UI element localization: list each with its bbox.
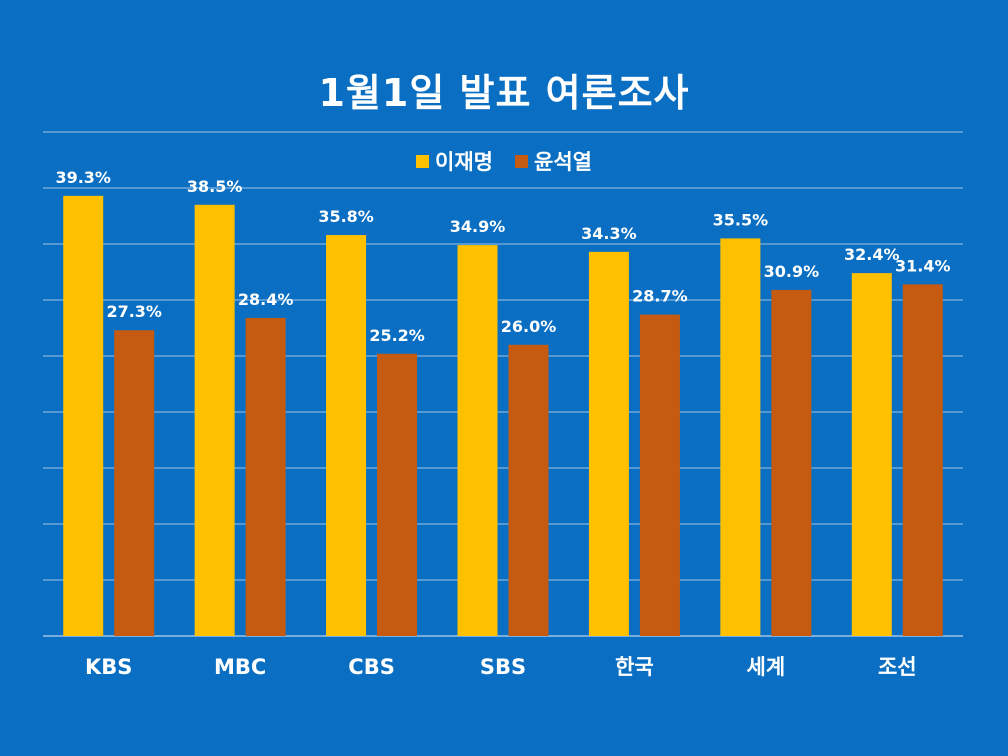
x-tick-label-6: 조선 xyxy=(878,655,917,679)
bar-lee-1 xyxy=(195,205,235,636)
x-tick-label-5: 세계 xyxy=(747,655,786,679)
bar-yoon-6 xyxy=(903,284,943,636)
data-label-yoon-0: 27.3% xyxy=(106,302,162,321)
bar-lee-5 xyxy=(720,238,760,636)
bar-lee-0 xyxy=(63,196,103,636)
data-label-lee-3: 34.9% xyxy=(450,217,506,236)
bar-yoon-5 xyxy=(771,290,811,636)
data-label-yoon-6: 31.4% xyxy=(895,256,951,275)
bar-lee-3 xyxy=(458,245,498,636)
bar-yoon-2 xyxy=(377,354,417,636)
bar-lee-2 xyxy=(326,235,366,636)
bar-yoon-0 xyxy=(114,330,154,636)
x-tick-label-4: 한국 xyxy=(615,655,654,679)
data-label-yoon-4: 28.7% xyxy=(632,287,688,306)
bar-yoon-4 xyxy=(640,315,680,636)
x-tick-label-2: CBS xyxy=(348,655,395,679)
bar-lee-4 xyxy=(589,252,629,636)
bar-chart-plot: 39.3% 27.3% KBS 38.5% 28.4% MBC 35.8% 25.2% CBS 3… xyxy=(0,0,1008,756)
x-tick-label-1: MBC xyxy=(214,655,266,679)
data-label-yoon-3: 26.0% xyxy=(501,317,557,336)
x-tick-label-3: SBS xyxy=(480,655,526,679)
data-label-lee-6: 32.4% xyxy=(844,245,900,264)
data-label-lee-0: 39.3% xyxy=(55,168,111,187)
data-label-lee-2: 35.8% xyxy=(318,207,374,226)
bar-yoon-1 xyxy=(246,318,286,636)
bar-lee-6 xyxy=(852,273,892,636)
x-tick-label-0: KBS xyxy=(85,655,132,679)
data-label-yoon-2: 25.2% xyxy=(369,326,425,345)
data-label-lee-4: 34.3% xyxy=(581,224,637,243)
chart-stage: 1월1일 발표 여론조사 이재명 윤석열 39.3% 27.3% KBS 38.5% 2… xyxy=(0,0,1008,756)
bar-yoon-3 xyxy=(509,345,549,636)
data-label-lee-1: 38.5% xyxy=(187,177,243,196)
data-label-yoon-5: 30.9% xyxy=(764,262,820,281)
data-label-yoon-1: 28.4% xyxy=(238,290,294,309)
data-label-lee-5: 35.5% xyxy=(713,210,769,229)
